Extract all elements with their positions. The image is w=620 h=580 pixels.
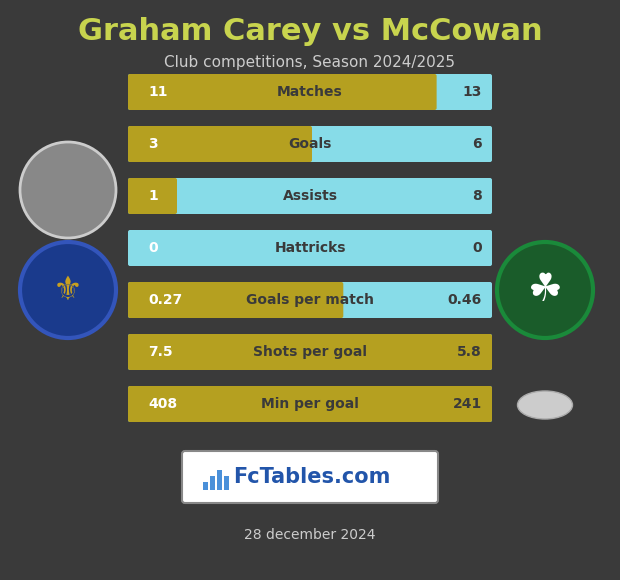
Text: Club competitions, Season 2024/2025: Club competitions, Season 2024/2025: [164, 55, 456, 70]
FancyBboxPatch shape: [128, 74, 492, 110]
FancyBboxPatch shape: [128, 178, 177, 214]
FancyBboxPatch shape: [128, 386, 492, 422]
Text: Hattricks: Hattricks: [274, 241, 346, 255]
FancyBboxPatch shape: [203, 482, 208, 490]
Text: 8: 8: [472, 189, 482, 203]
Text: 5.8: 5.8: [458, 345, 482, 359]
FancyBboxPatch shape: [128, 230, 492, 266]
FancyBboxPatch shape: [128, 334, 492, 370]
Text: 0: 0: [472, 241, 482, 255]
Text: 0: 0: [148, 241, 157, 255]
FancyBboxPatch shape: [128, 386, 492, 422]
Text: 408: 408: [148, 397, 177, 411]
Text: Assists: Assists: [283, 189, 337, 203]
Text: Min per goal: Min per goal: [261, 397, 359, 411]
Text: 0.27: 0.27: [148, 293, 182, 307]
Text: 13: 13: [463, 85, 482, 99]
Circle shape: [20, 242, 116, 338]
Text: Graham Carey vs McCowan: Graham Carey vs McCowan: [78, 17, 542, 46]
Ellipse shape: [518, 391, 572, 419]
FancyBboxPatch shape: [128, 74, 436, 110]
FancyBboxPatch shape: [217, 470, 222, 490]
FancyBboxPatch shape: [128, 282, 343, 318]
Text: 7.5: 7.5: [148, 345, 172, 359]
Text: ⚜: ⚜: [53, 274, 83, 306]
Text: 241: 241: [453, 397, 482, 411]
FancyBboxPatch shape: [128, 126, 492, 162]
FancyBboxPatch shape: [128, 334, 492, 370]
FancyBboxPatch shape: [128, 282, 492, 318]
Text: 6: 6: [472, 137, 482, 151]
Text: Shots per goal: Shots per goal: [253, 345, 367, 359]
Text: 11: 11: [148, 85, 167, 99]
FancyBboxPatch shape: [224, 476, 229, 490]
Circle shape: [497, 242, 593, 338]
Text: ☘: ☘: [528, 271, 562, 309]
FancyBboxPatch shape: [210, 476, 215, 490]
Text: Matches: Matches: [277, 85, 343, 99]
FancyBboxPatch shape: [128, 126, 312, 162]
Text: 28 december 2024: 28 december 2024: [244, 528, 376, 542]
Text: Goals per match: Goals per match: [246, 293, 374, 307]
FancyBboxPatch shape: [182, 451, 438, 503]
Circle shape: [20, 142, 116, 238]
Text: 0.46: 0.46: [448, 293, 482, 307]
FancyBboxPatch shape: [128, 178, 492, 214]
Text: Goals: Goals: [288, 137, 332, 151]
Text: FcTables.com: FcTables.com: [233, 467, 391, 487]
Text: 1: 1: [148, 189, 157, 203]
Text: 3: 3: [148, 137, 157, 151]
